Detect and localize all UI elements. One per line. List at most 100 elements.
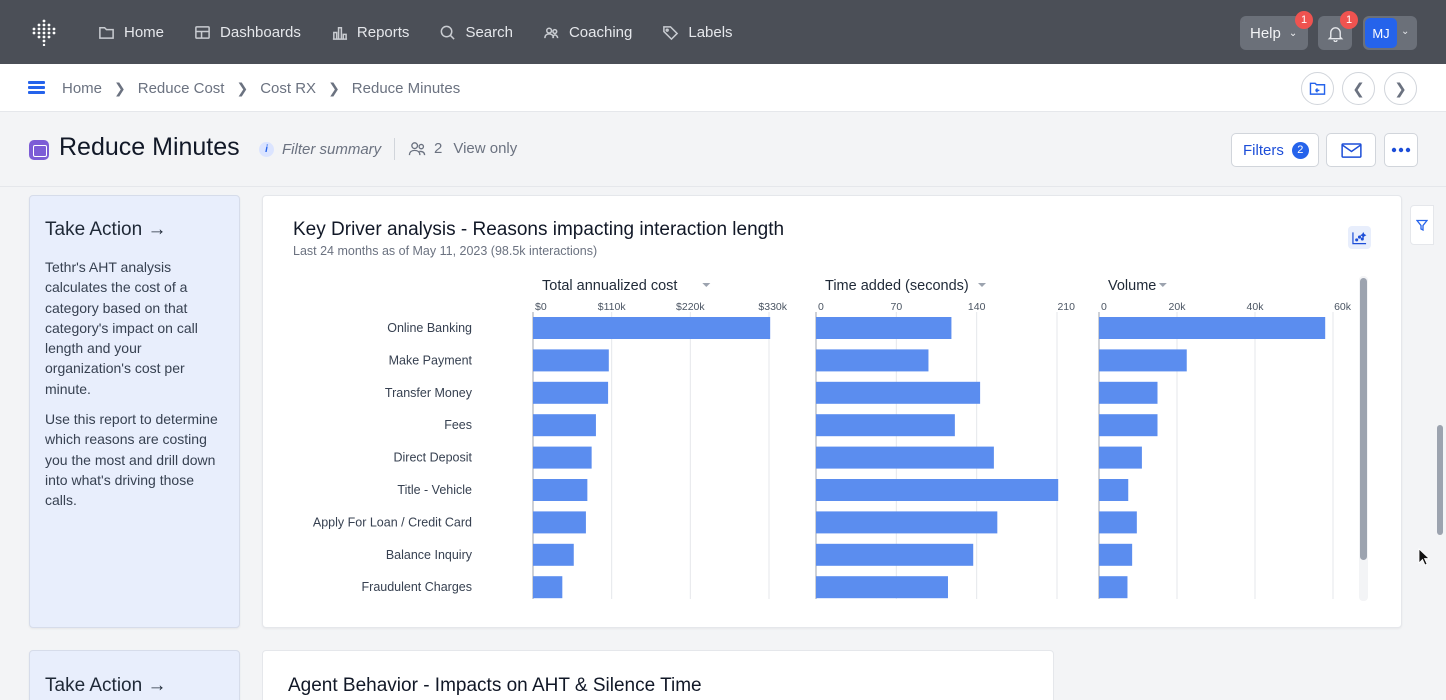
page-title: Reduce Minutes (59, 133, 240, 161)
back-button[interactable]: ❮ (1342, 72, 1375, 105)
nav-labels-label: Labels (688, 23, 733, 41)
nav-coaching[interactable]: Coaching (543, 24, 632, 41)
bar-1-7 (816, 543, 974, 566)
sort-icon (1158, 283, 1167, 287)
search-icon (441, 25, 456, 40)
bar-0-3 (533, 414, 596, 437)
key-driver-card: Key Driver analysis - Reasons impacting … (262, 195, 1402, 628)
nav-search[interactable]: Search (439, 24, 513, 41)
take-action-instructions: Use this report to determine which reaso… (45, 411, 218, 509)
chart-subtitle: Last 24 months as of May 11, 2023 (98.5k… (293, 244, 598, 258)
email-button[interactable] (1326, 133, 1376, 167)
breadcrumb-reduce-cost[interactable]: Reduce Cost (137, 79, 225, 97)
key-driver-chart: Online Banking Make Payment Transfer Money… (313, 276, 1368, 601)
take-action-link[interactable]: Take Action → (45, 219, 167, 240)
category-label: Online Banking (387, 321, 472, 335)
chevron-down-icon[interactable]: ⌄ (1401, 26, 1410, 37)
chart-insights-button[interactable] (1348, 226, 1371, 249)
bar-1-6 (816, 511, 998, 534)
bar-2-4 (1099, 446, 1142, 469)
notifications-badge: 1 (1340, 11, 1358, 29)
category-label: Balance Inquiry (386, 548, 473, 562)
bar-0-5 (533, 479, 588, 501)
category-label: Make Payment (389, 353, 473, 367)
bar-0-2 (533, 381, 609, 404)
bar-2-0 (1099, 317, 1326, 339)
breadcrumb-home[interactable]: Home (62, 79, 103, 97)
bar-1-3 (816, 414, 955, 437)
nav-home[interactable]: Home (98, 24, 164, 41)
tick-label: 0 (1101, 301, 1107, 313)
metric-header[interactable]: Total annualized cost (542, 278, 677, 294)
tick-label: 140 (968, 301, 986, 313)
filter-summary-link[interactable]: Filter summary (282, 141, 382, 158)
more-options-button[interactable] (1384, 133, 1418, 167)
chart-title: Key Driver analysis - Reasons impacting … (293, 219, 785, 240)
help-label: Help (1250, 24, 1281, 42)
report-icon (29, 140, 49, 160)
bar-2-7 (1099, 543, 1133, 566)
metric-header[interactable]: Time added (seconds) (825, 278, 969, 294)
user-menu[interactable]: MJ ⌄ (1363, 16, 1417, 50)
tick-label: 70 (890, 301, 902, 313)
nav-search-label: Search (465, 23, 513, 41)
metric-header[interactable]: Volume (1108, 278, 1156, 294)
category-label: Title - Vehicle (397, 483, 472, 497)
help-badge: 1 (1295, 11, 1313, 29)
category-label: Apply For Loan / Credit Card (313, 515, 472, 529)
bar-2-2 (1099, 381, 1158, 404)
bar-0-8 (533, 576, 563, 599)
nav-reports[interactable]: Reports (331, 23, 410, 41)
avatar[interactable]: MJ (1365, 18, 1397, 48)
viewer-count: 2 (434, 140, 443, 157)
category-label: Fraudulent Charges (362, 580, 472, 594)
bar-0-0 (533, 317, 771, 339)
sparkle-chart-icon (1352, 231, 1367, 244)
tick-label: 40k (1247, 301, 1265, 313)
agent-behavior-title: Agent Behavior - Impacts on AHT & Silenc… (288, 675, 702, 696)
bar-1-2 (816, 381, 981, 404)
tick-label: $330k (758, 301, 787, 313)
nav-dashboards-label: Dashboards (220, 23, 301, 41)
nav-coaching-label: Coaching (568, 23, 633, 41)
take-action-description: Tethr's AHT analysis calculates the cost… (45, 259, 198, 397)
tick-label: $220k (676, 301, 705, 313)
side-filter-tab[interactable] (1410, 205, 1434, 245)
breadcrumb: Home ❯ Reduce Cost ❯ Cost RX ❯ Reduce Mi… (62, 64, 460, 112)
info-icon[interactable]: i (259, 142, 274, 157)
menu-icon[interactable] (28, 81, 45, 94)
chevron-left-icon: ❮ (1352, 80, 1365, 98)
sort-icon (702, 283, 711, 287)
access-level: View only (453, 140, 518, 157)
bar-0-4 (533, 446, 592, 469)
page-scrollbar[interactable] (1437, 425, 1443, 535)
tag-icon (663, 25, 679, 40)
sort-icon (978, 283, 986, 287)
filters-button[interactable]: Filters 2 (1231, 133, 1319, 167)
top-navigation: Home Dashboards Reports Search Coaching … (0, 0, 1446, 64)
breadcrumb-current: Reduce Minutes (351, 79, 461, 97)
bar-2-6 (1099, 511, 1137, 534)
bar-2-1 (1099, 349, 1187, 372)
tick-label: $0 (535, 301, 547, 313)
folder-return-icon (1309, 82, 1326, 95)
nav-dashboards[interactable]: Dashboards (194, 24, 301, 41)
chevron-right-icon: ❯ (236, 79, 249, 96)
take-action-link-2[interactable]: Take Action → (45, 675, 167, 696)
more-horizontal-icon (1391, 147, 1411, 153)
breadcrumb-bar: Home ❯ Reduce Cost ❯ Cost RX ❯ Reduce Mi… (0, 64, 1446, 112)
viewers-info[interactable]: 2 View only (408, 140, 517, 157)
nav-labels[interactable]: Labels (662, 23, 733, 41)
tethr-logo-icon[interactable] (28, 18, 60, 46)
category-label: Direct Deposit (394, 451, 473, 465)
nav-home-label: Home (124, 23, 165, 41)
bar-chart-icon (332, 26, 347, 40)
nav-reports-label: Reports (356, 23, 410, 41)
breadcrumb-cost-rx[interactable]: Cost RX (260, 79, 317, 97)
agent-behavior-card: Agent Behavior - Impacts on AHT & Silenc… (262, 650, 1054, 700)
save-to-folder-button[interactable] (1301, 72, 1334, 105)
forward-button[interactable]: ❯ (1384, 72, 1417, 105)
dashboard-icon (195, 25, 210, 39)
category-label: Fees (444, 418, 472, 432)
category-label: Transfer Money (385, 386, 473, 400)
